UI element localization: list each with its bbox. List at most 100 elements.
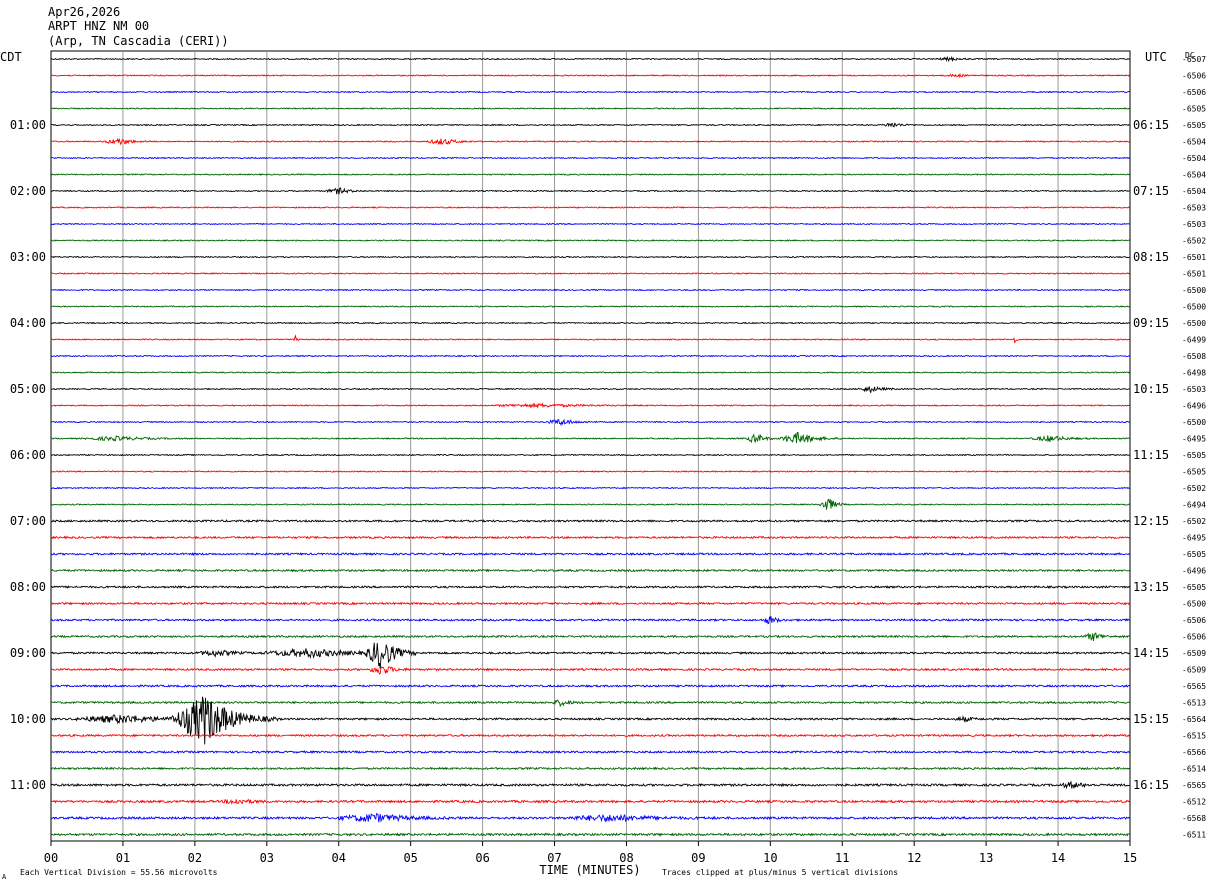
right-hour-label: 16:15 — [1133, 778, 1169, 792]
header-date: Apr26,2026 — [48, 5, 120, 19]
left-hour-label: 11:00 — [10, 778, 46, 792]
left-timezone-label: CDT — [0, 50, 22, 64]
seismic-trace — [50, 642, 1130, 669]
scale-note: Each Vertical Division = 55.56 microvolt… — [20, 868, 218, 877]
seismic-traces — [50, 55, 1130, 837]
left-hour-label: 03:00 — [10, 250, 46, 264]
dc-offset-label: -6506 — [1182, 88, 1206, 97]
x-tick-label: 08 — [619, 851, 633, 865]
dc-offset-label: -6505 — [1182, 121, 1206, 130]
seismic-trace — [50, 222, 1130, 226]
seismic-trace — [50, 107, 1130, 110]
dc-offset-label: -6501 — [1182, 270, 1206, 279]
seismic-trace — [50, 733, 1130, 738]
dc-offset-label: -6500 — [1182, 418, 1206, 427]
dc-offset-labels: -6507 -6506 -6506 -6505 -6505 -6504 -6504 -6504… — [1182, 55, 1206, 840]
seismic-trace — [50, 453, 1130, 457]
x-tick-label: 07 — [547, 851, 561, 865]
x-tick-label: 12 — [907, 851, 921, 865]
x-tick-label: 02 — [188, 851, 202, 865]
x-tick-label: 00 — [44, 851, 58, 865]
dc-offset-label: -6503 — [1182, 204, 1206, 213]
right-hour-label: 11:15 — [1133, 448, 1169, 462]
dc-offset-label: -6566 — [1182, 748, 1206, 757]
seismic-trace — [50, 431, 1130, 444]
seismic-trace — [50, 122, 1130, 128]
seismic-trace — [50, 173, 1130, 176]
dc-offset-label: -6500 — [1182, 286, 1206, 295]
dc-offset-label: -6509 — [1182, 649, 1206, 658]
dc-offset-label: -6505 — [1182, 550, 1206, 559]
dc-offset-label: -6502 — [1182, 237, 1206, 246]
seismic-trace — [50, 402, 1130, 409]
dc-offset-label: -6564 — [1182, 715, 1206, 724]
x-axis-ticks: 00 01 02 03 04 05 06 07 08 09 10 11 12 13 14 15 — [44, 841, 1137, 865]
seismic-trace — [50, 632, 1130, 642]
seismic-trace — [50, 568, 1130, 573]
seismic-trace — [50, 486, 1130, 490]
right-hour-label: 08:15 — [1133, 250, 1169, 264]
seismic-trace — [50, 585, 1130, 589]
right-hour-label: 12:15 — [1133, 514, 1169, 528]
dc-offset-label: -6495 — [1182, 534, 1206, 543]
seismic-trace — [50, 385, 1130, 394]
seismic-trace — [50, 812, 1130, 823]
seismic-trace — [50, 371, 1130, 374]
right-hour-label: 09:15 — [1133, 316, 1169, 330]
dc-offset-label: -6501 — [1182, 253, 1206, 262]
right-hour-label: 13:15 — [1133, 580, 1169, 594]
x-tick-label: 04 — [332, 851, 346, 865]
seismic-trace — [50, 90, 1130, 94]
left-hour-label: 08:00 — [10, 580, 46, 594]
left-hour-label: 06:00 — [10, 448, 46, 462]
right-hour-labels: 06:15 07:15 08:15 09:15 10:15 11:15 12:15 13:15… — [1133, 118, 1169, 792]
right-timezone-label: UTC — [1145, 50, 1167, 64]
left-hour-label: 09:00 — [10, 646, 46, 660]
seismic-trace — [50, 798, 1130, 805]
dc-offset-label: -6506 — [1182, 72, 1206, 81]
right-hour-label: 06:15 — [1133, 118, 1169, 132]
dc-offset-label: -6505 — [1182, 583, 1206, 592]
seismic-trace — [50, 418, 1130, 427]
x-tick-label: 13 — [979, 851, 993, 865]
x-tick-label: 01 — [116, 851, 130, 865]
dc-offset-label: -6514 — [1182, 765, 1206, 774]
left-hour-label: 07:00 — [10, 514, 46, 528]
dc-offset-label: -6504 — [1182, 171, 1206, 180]
seismic-trace — [50, 470, 1130, 473]
left-hour-labels: 01:00 02:00 03:00 04:00 05:00 06:00 07:00 08:00… — [10, 118, 46, 792]
left-hour-label: 02:00 — [10, 184, 46, 198]
dc-offset-label: -6500 — [1182, 319, 1206, 328]
dc-offset-label: -6568 — [1182, 814, 1206, 823]
dc-offset-label: -6503 — [1182, 385, 1206, 394]
left-hour-label: 01:00 — [10, 118, 46, 132]
dc-offset-label: -6496 — [1182, 402, 1206, 411]
dc-offset-label: -6503 — [1182, 220, 1206, 229]
seismic-trace — [50, 156, 1130, 160]
seismic-trace — [50, 272, 1130, 275]
seismic-trace — [50, 334, 1130, 344]
dc-offset-label: -6508 — [1182, 352, 1206, 361]
left-hour-label: 04:00 — [10, 316, 46, 330]
seismic-trace — [50, 616, 1130, 625]
seismic-trace — [50, 552, 1130, 557]
dc-offset-label: -6495 — [1182, 435, 1206, 444]
seismic-trace — [50, 137, 1130, 146]
dc-offset-label: -6496 — [1182, 567, 1206, 576]
dc-offset-label: -6499 — [1182, 336, 1206, 345]
header-station: ARPT HNZ NM 00 — [48, 19, 149, 33]
grid-lines — [122, 51, 1059, 841]
seismic-trace — [50, 601, 1130, 606]
dc-offset-label: -6502 — [1182, 517, 1206, 526]
seismic-trace — [50, 206, 1130, 209]
header-location: (Arp, TN Cascadia (CERI)) — [48, 34, 229, 48]
right-hour-label: 15:15 — [1133, 712, 1169, 726]
x-tick-label: 09 — [691, 851, 705, 865]
dc-offset-label: -6502 — [1182, 484, 1206, 493]
x-tick-label: 06 — [475, 851, 489, 865]
clip-note: Traces clipped at plus/minus 5 vertical … — [662, 868, 898, 877]
seismic-trace — [50, 55, 1130, 63]
left-hour-label: 05:00 — [10, 382, 46, 396]
seismic-trace — [50, 518, 1130, 523]
corner-mark: A — [2, 873, 7, 881]
